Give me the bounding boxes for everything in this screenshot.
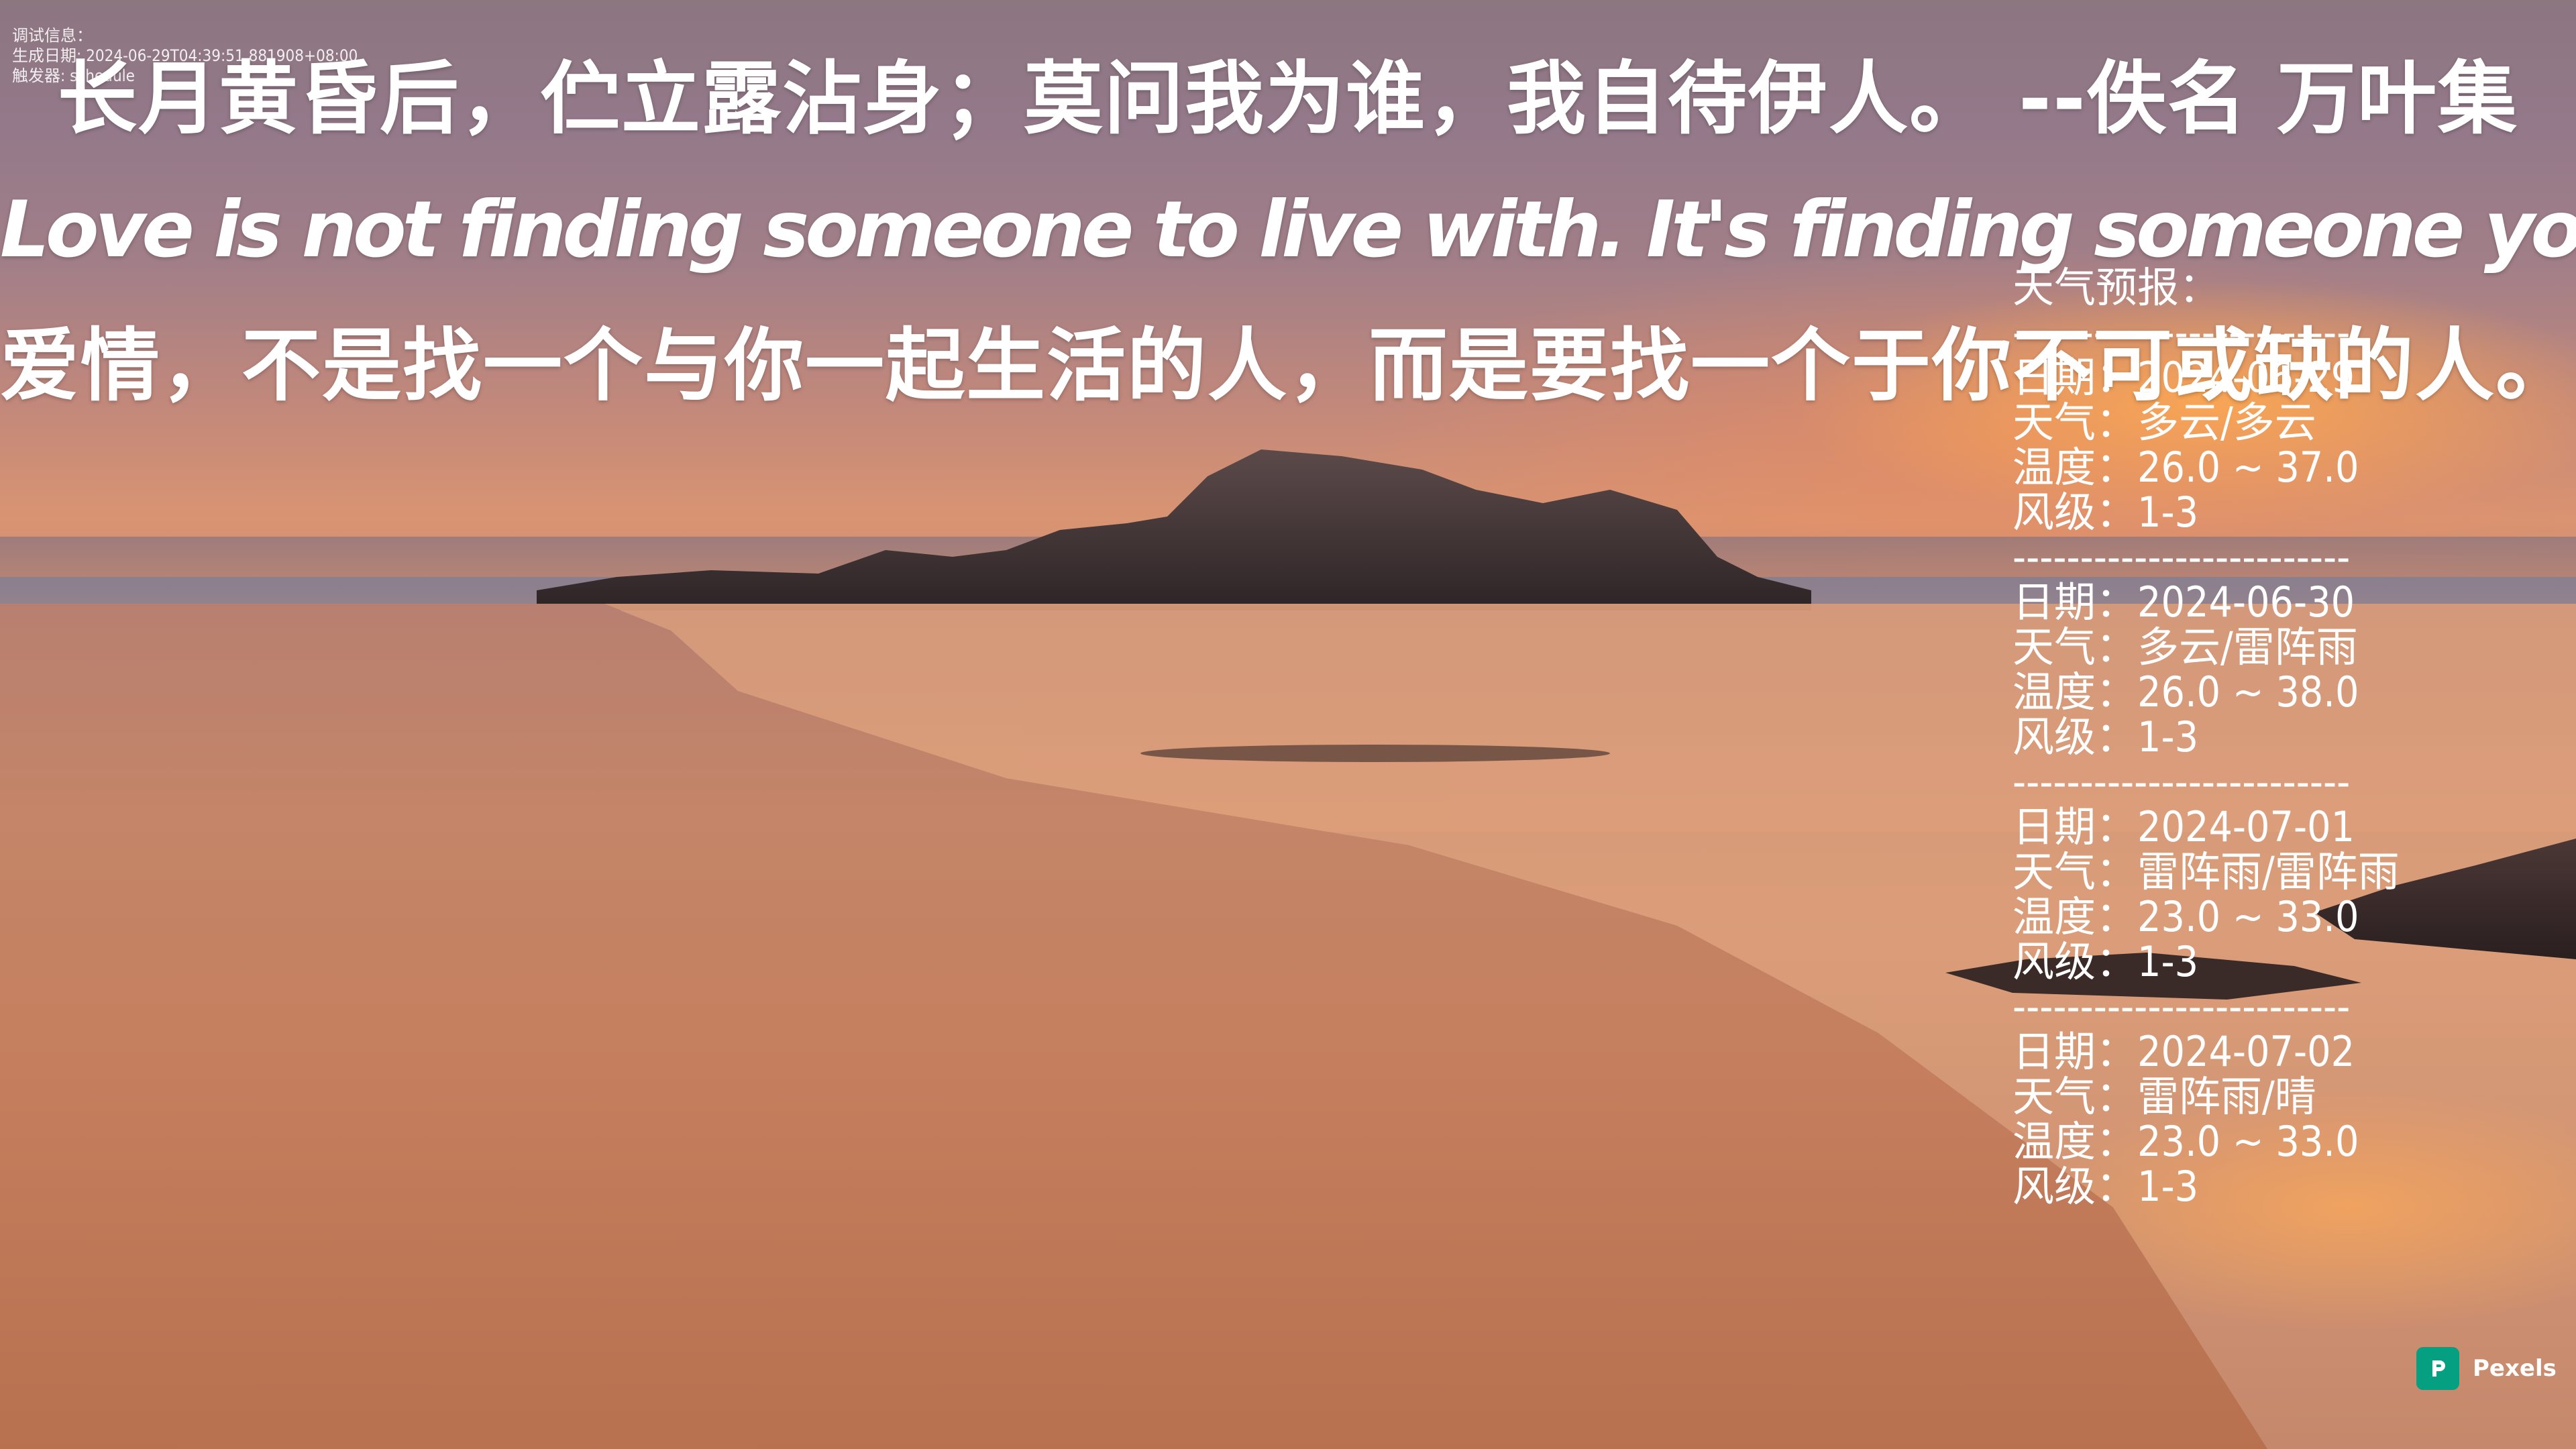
forecast-date: 日期：2024-07-02: [2012, 1027, 2355, 1076]
forecast-wind: 风级：1-3: [2012, 1162, 2199, 1211]
forecast-temperature: 温度：23.0 ~ 33.0: [2012, 1117, 2359, 1166]
quote-english: Love is not finding someone to live with…: [0, 184, 2576, 275]
forecast-temperature: 温度：23.0 ~ 33.0: [2012, 892, 2359, 941]
weather-forecast: 天气预报： ------------------------- 日期：2024-…: [2012, 265, 2482, 1209]
debug-trigger: 触发器: schedule: [12, 66, 135, 85]
pexels-label: Pexels: [2473, 1355, 2557, 1382]
quote-chinese-poem: 长月黄昏后，伫立露沾身；莫问我为谁，我自待伊人。 --佚名 万叶集: [57, 52, 2519, 145]
weather-divider: -------------------------: [2012, 310, 2351, 355]
forecast-weather: 天气：雷阵雨/雷阵雨: [2012, 847, 2400, 896]
forecast-date: 日期：2024-07-01: [2012, 802, 2355, 851]
forecast-temperature: 温度：26.0 ~ 37.0: [2012, 443, 2359, 492]
forecast-wind: 风级：1-3: [2012, 712, 2199, 761]
forecast-weather: 天气：多云/雷阵雨: [2012, 623, 2358, 672]
wave-shadow: [1140, 745, 1610, 762]
debug-title: 调试信息：: [12, 26, 93, 45]
forecast-temperature: 温度：26.0 ~ 38.0: [2012, 667, 2359, 716]
debug-info: 调试信息： 生成日期: 2024-06-29T04:39:51.881908+0…: [12, 25, 358, 86]
forecast-wind: 风级：1-3: [2012, 937, 2199, 986]
pexels-logo-icon: [2416, 1347, 2459, 1390]
forecast-date: 日期：2024-06-29: [2012, 353, 2355, 402]
forecast-date: 日期：2024-06-30: [2012, 578, 2355, 627]
weather-divider: -------------------------: [2012, 535, 2351, 580]
weather-title: 天气预报：: [2012, 263, 2221, 312]
quote-chinese-translation: 爱情，不是找一个与你一起生活的人，而是要找一个于你不可或缺的人。: [0, 319, 2576, 412]
forecast-weather: 天气：多云/多云: [2012, 398, 2316, 447]
weather-divider: -------------------------: [2012, 759, 2351, 804]
forecast-weather: 天气：雷阵雨/晴: [2012, 1072, 2316, 1121]
forecast-wind: 风级：1-3: [2012, 488, 2199, 537]
pexels-logo-glyph: [2432, 1360, 2445, 1377]
pexels-attribution[interactable]: Pexels: [2416, 1347, 2557, 1390]
weather-divider: -------------------------: [2012, 984, 2351, 1029]
debug-generated: 生成日期: 2024-06-29T04:39:51.881908+08:00: [12, 46, 358, 65]
